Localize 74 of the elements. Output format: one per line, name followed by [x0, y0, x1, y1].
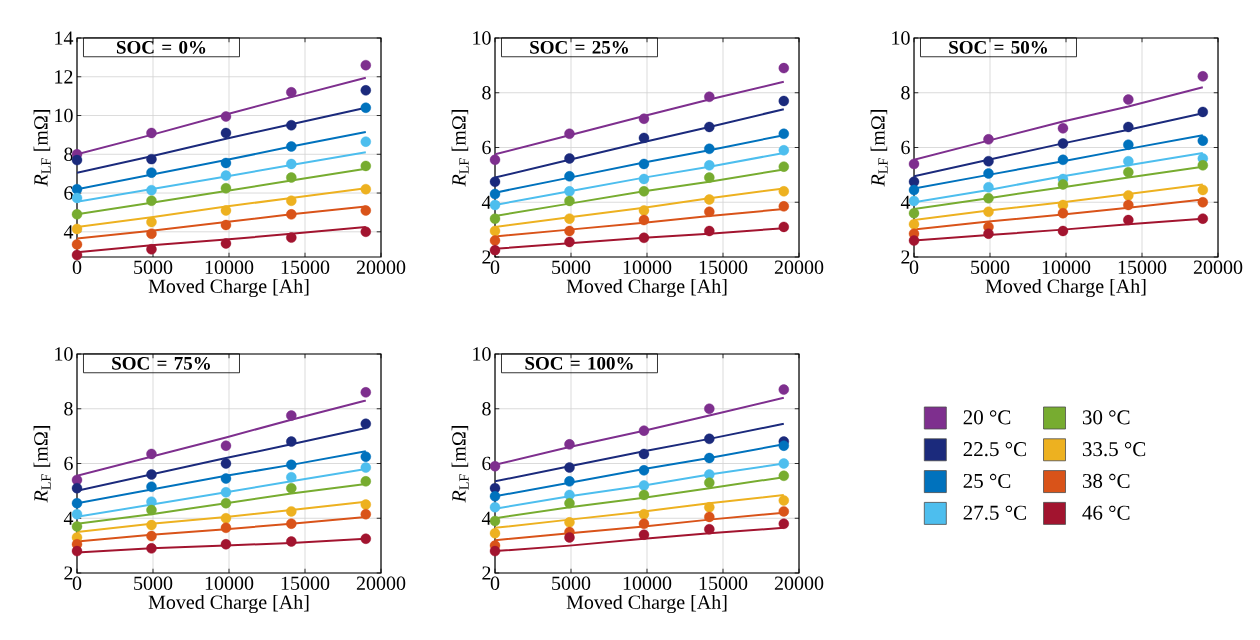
y-axis-title: R$_{LF}$ [mΩ]: [451, 110, 469, 187]
x-tick-label: 5000: [134, 576, 173, 591]
chart-title: SOC = 50%: [949, 40, 1047, 54]
y-tick-label: 10: [473, 31, 491, 45]
legend-label: 25 °C: [963, 473, 1011, 489]
chart-title: SOC = 75%: [112, 356, 210, 370]
x-tick-label: 15000: [699, 576, 748, 591]
x-tick-label: 15000: [281, 260, 330, 275]
y-tick-label: 8: [64, 402, 73, 416]
y-axis-title: R$_{LF}$ [mΩ]: [33, 110, 51, 187]
chart-title: SOC = 100%: [525, 356, 633, 370]
y-tick-label: 4: [900, 195, 911, 209]
y-axis-title: R$_{LF}$ [mΩ]: [451, 426, 469, 503]
y-axis-title: R$_{LF}$ [mΩ]: [870, 110, 888, 187]
chart-title: SOC = 25%: [530, 40, 628, 54]
x-tick-label: 5000: [552, 576, 591, 591]
y-tick-label: 4: [63, 511, 74, 525]
x-tick-label: 20000: [774, 260, 824, 275]
x-tick-label: 10000: [1042, 260, 1091, 275]
y-tick-label: 8: [482, 86, 491, 100]
x-tick-label: 5000: [552, 260, 591, 275]
x-tick-label: 15000: [1118, 260, 1167, 275]
legend-label: 27.5 °C: [963, 505, 1026, 520]
y-tick-label: 2: [64, 566, 73, 580]
x-tick-label: 20000: [774, 576, 824, 591]
legend-label: 38 °C: [1082, 473, 1130, 489]
x-tick-label: 5000: [134, 260, 173, 275]
x-tick-label: 15000: [699, 260, 748, 275]
legend-label: 46 °C: [1082, 505, 1130, 520]
legend-label: 33.5 °C: [1082, 442, 1146, 457]
x-tick-label: 10000: [205, 260, 254, 275]
y-tick-label: 8: [64, 147, 73, 162]
x-axis-title: Moved Charge [Ah]: [148, 594, 309, 614]
legend-label: 20 °C: [963, 410, 1011, 425]
x-tick-label: 10000: [205, 576, 254, 591]
y-tick-label: 6: [482, 456, 491, 471]
x-axis-title: Moved Charge [Ah]: [985, 278, 1146, 298]
y-tick-label: 4: [481, 195, 492, 209]
x-tick-label: 20000: [356, 576, 406, 591]
y-tick-label: 10: [892, 31, 910, 45]
y-tick-label: 2: [482, 250, 491, 264]
x-tick-label: 0: [909, 260, 919, 275]
chart-title: SOC = 0%: [116, 40, 206, 54]
x-axis-title: Moved Charge [Ah]: [566, 594, 727, 614]
y-tick-label: 6: [482, 140, 491, 155]
x-tick-label: 0: [72, 260, 82, 275]
x-tick-label: 5000: [971, 260, 1010, 275]
x-tick-label: 20000: [356, 260, 406, 275]
x-tick-label: 15000: [281, 576, 330, 591]
x-tick-label: 0: [72, 576, 82, 591]
x-tick-label: 20000: [1193, 260, 1243, 275]
legend-label: 22.5 °C: [963, 442, 1026, 457]
x-axis-title: Moved Charge [Ah]: [148, 278, 309, 298]
x-tick-label: 0: [490, 576, 500, 591]
y-tick-label: 6: [64, 186, 73, 200]
y-tick-label: 4: [481, 511, 492, 525]
y-tick-label: 2: [482, 566, 491, 580]
legend-label: 30 °C: [1082, 410, 1130, 425]
x-axis-title: Moved Charge [Ah]: [566, 278, 727, 298]
x-tick-label: 10000: [623, 576, 672, 591]
x-tick-label: 10000: [623, 260, 672, 275]
y-tick-label: 10: [55, 347, 73, 361]
y-tick-label: 8: [901, 86, 910, 100]
y-tick-label: 2: [901, 250, 910, 264]
y-tick-label: 10: [473, 347, 491, 361]
y-tick-label: 6: [901, 140, 910, 155]
y-tick-label: 12: [55, 70, 73, 84]
y-tick-label: 6: [64, 456, 73, 471]
y-tick-label: 4: [63, 225, 74, 239]
y-tick-label: 10: [55, 108, 73, 123]
y-tick-label: 8: [482, 402, 491, 416]
y-axis-title: R$_{LF}$ [mΩ]: [33, 426, 51, 503]
y-tick-label: 14: [55, 31, 74, 45]
x-tick-label: 0: [490, 260, 500, 275]
